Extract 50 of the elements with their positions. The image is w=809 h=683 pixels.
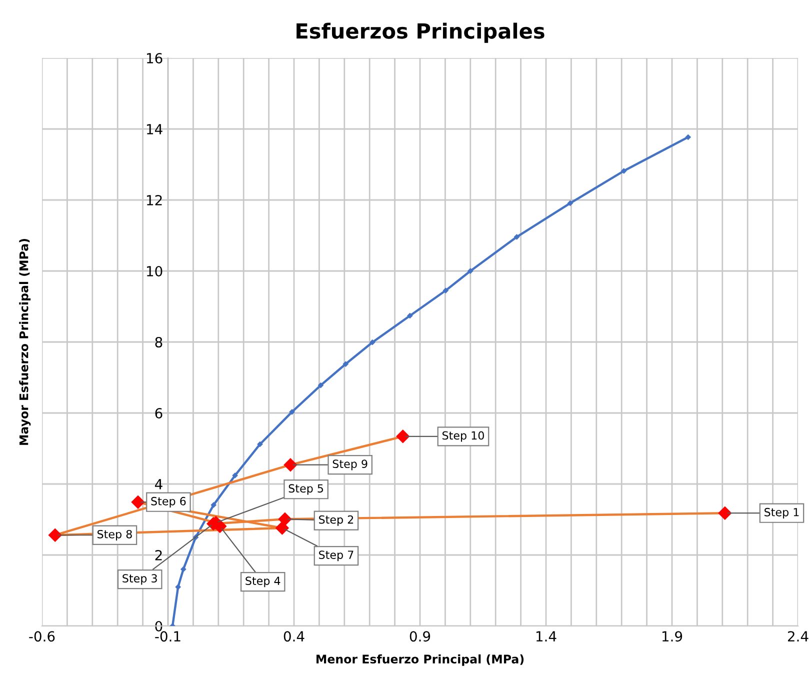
point [718, 506, 732, 520]
x-tick-label: 2.4 [788, 631, 808, 642]
y-tick-label: 4 [154, 479, 162, 490]
point [175, 584, 182, 590]
point [685, 134, 692, 140]
annotation: Step 8 [98, 530, 132, 540]
annotation: Step 7 [319, 550, 354, 562]
annotation: Step 9 [332, 460, 368, 470]
point [318, 382, 324, 388]
point [467, 268, 474, 274]
y-tick-label: 2 [155, 550, 162, 560]
point [620, 168, 627, 174]
annotation: Step 1 [764, 508, 799, 518]
point [232, 472, 238, 478]
point [442, 288, 449, 294]
point [180, 566, 186, 572]
point [275, 521, 290, 535]
annotation: Step 5 [288, 484, 324, 495]
annotation: Step 6 [151, 496, 186, 508]
annotation: Step 3 [122, 574, 157, 585]
y-axis-title: Mayor Esfuerzo Principal (MPa) [19, 239, 31, 445]
x-tick-label: 1.9 [662, 631, 682, 642]
point [289, 408, 295, 415]
point [131, 495, 145, 509]
point [342, 361, 349, 367]
y-tick-label: 16 [146, 52, 162, 64]
point [257, 441, 263, 448]
point [284, 458, 298, 472]
point [369, 339, 376, 346]
point [210, 502, 217, 508]
point [48, 528, 62, 542]
point [406, 312, 413, 319]
x-tick-label: 1.4 [536, 631, 556, 642]
y-tick-label: 8 [155, 336, 162, 348]
x-axis-title: Menor Esfuerzo Principal (MPa) [316, 654, 524, 666]
annotation: Step 2 [318, 515, 354, 526]
annotation: Step 4 [246, 576, 280, 588]
x-tick-label: 0.4 [284, 631, 304, 642]
point [514, 234, 520, 240]
y-tick-label: 14 [146, 124, 162, 134]
point [567, 200, 574, 206]
y-tick-label: 12 [146, 194, 162, 206]
y-tick-label: 6 [155, 408, 162, 418]
y-tick-label: 10 [146, 266, 162, 276]
x-tick-label: -0.6 [29, 631, 55, 642]
x-tick-label: 0.9 [410, 631, 430, 642]
annotation: Step 10 [442, 431, 484, 442]
x-tick-label: -0.1 [155, 631, 180, 642]
chart-title: Esfuerzos Principales [296, 22, 544, 43]
point [396, 430, 410, 444]
